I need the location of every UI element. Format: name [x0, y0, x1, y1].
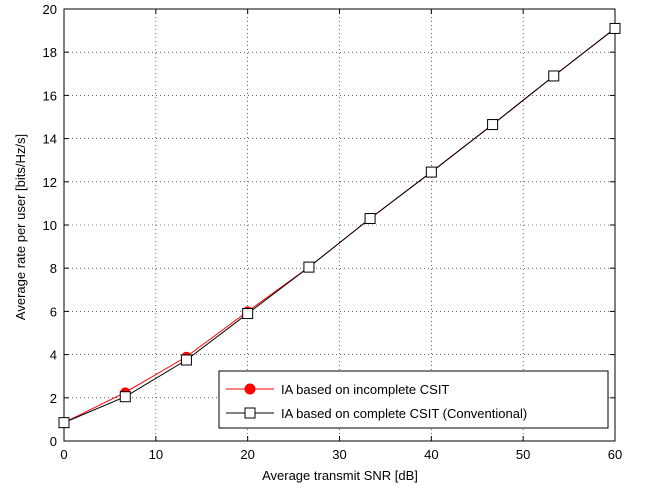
legend-box [218, 370, 609, 429]
x-tick-label: 20 [240, 447, 254, 462]
y-axis-label: Average rate per user [bits/Hz/s] [13, 134, 28, 320]
data-point [548, 70, 560, 82]
series-line [63, 28, 616, 424]
legend-label: IA based on incomplete CSIT [281, 382, 449, 397]
legend-marker [244, 383, 256, 395]
data-point [609, 22, 621, 34]
y-tick-label: 2 [50, 391, 57, 406]
y-tick-label: 0 [50, 434, 57, 449]
data-point [364, 213, 376, 225]
x-tick-label: 0 [60, 447, 67, 462]
y-tick-label: 14 [43, 132, 57, 147]
y-tick-label: 12 [43, 175, 57, 190]
y-tick-label: 10 [43, 218, 57, 233]
axis-ticks: 0 10 20 30 40 50 60 0 2 4 6 8 10 12 14 16 18 20 [43, 2, 623, 462]
x-tick-label: 60 [608, 447, 622, 462]
legend-item: IA based on complete CSIT (Conventional) [226, 406, 527, 421]
data-point [487, 119, 499, 131]
x-tick-label: 40 [424, 447, 438, 462]
series-layer [58, 22, 621, 429]
y-tick-label: 8 [50, 261, 57, 276]
y-tick-label: 16 [43, 88, 57, 103]
x-tick-label: 10 [149, 447, 163, 462]
x-tick-label: 50 [516, 447, 530, 462]
data-point [242, 308, 254, 320]
legend-item: IA based on incomplete CSIT [226, 382, 449, 397]
data-point [180, 354, 192, 366]
x-axis-label: Average transmit SNR [dB] [262, 468, 418, 483]
x-tick-label: 30 [332, 447, 346, 462]
data-point [303, 261, 315, 273]
y-tick-label: 4 [50, 348, 57, 363]
grid [64, 9, 615, 441]
series-2 [58, 22, 621, 429]
y-tick-label: 18 [43, 45, 57, 60]
legend-label: IA based on complete CSIT (Conventional) [281, 406, 527, 421]
legend-marker [244, 407, 256, 419]
y-tick-label: 6 [50, 304, 57, 319]
data-point [119, 391, 131, 403]
legend: IA based on incomplete CSIT IA based on c… [218, 370, 609, 429]
y-tick-label: 20 [43, 2, 57, 17]
data-point [58, 417, 70, 429]
data-point [425, 166, 437, 178]
